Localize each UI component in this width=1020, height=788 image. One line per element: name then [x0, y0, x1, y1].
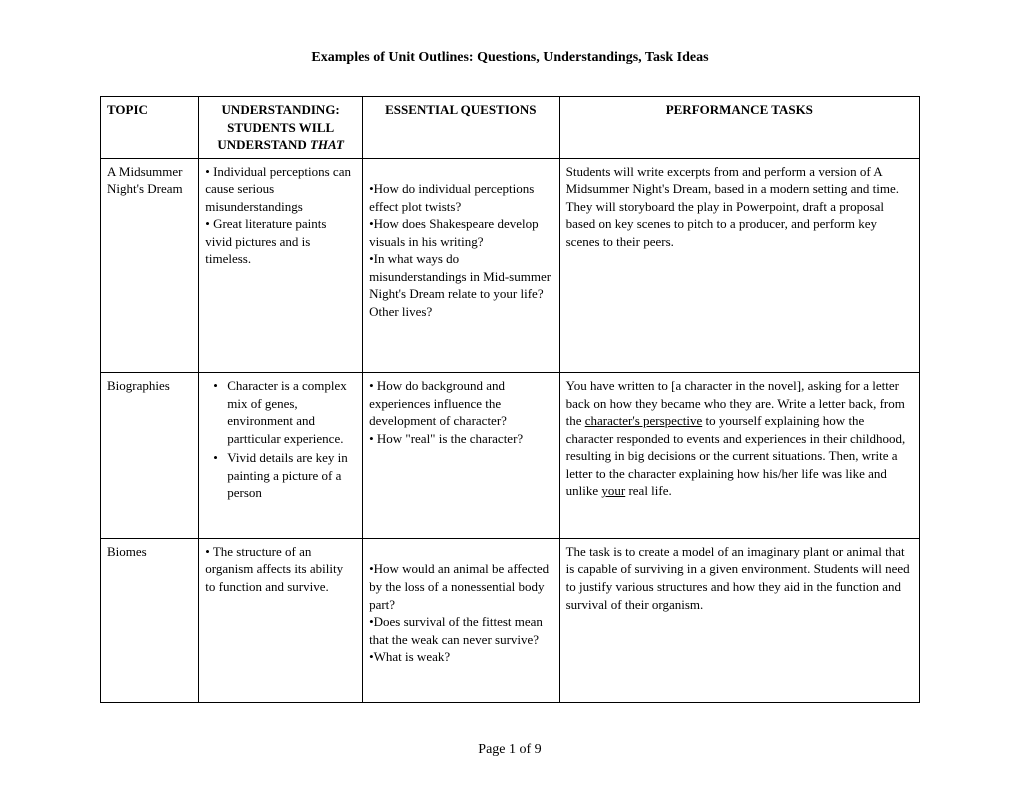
cell-tasks: The task is to create a model of an imag…: [559, 538, 919, 702]
header-understanding: UNDERSTANDING: STUDENTS WILL UNDERSTAND …: [199, 97, 363, 159]
cell-topic: A Midsummer Night's Dream: [101, 158, 199, 372]
cell-questions: •How do individual perceptions effect pl…: [363, 158, 560, 372]
cell-topic: Biomes: [101, 538, 199, 702]
cell-questions: •How would an animal be affected by the …: [363, 538, 560, 702]
cell-understanding: • Individual perceptions can cause serio…: [199, 158, 363, 372]
cell-understanding: Character is a complex mix of genes, env…: [199, 373, 363, 539]
header-questions: ESSENTIAL QUESTIONS: [363, 97, 560, 159]
header-tasks: PERFORMANCE TASKS: [559, 97, 919, 159]
cell-questions: • How do background and experiences infl…: [363, 373, 560, 539]
header-topic: TOPIC: [101, 97, 199, 159]
page-number: Page 1 of 9: [0, 742, 1020, 758]
cell-tasks: You have written to [a character in the …: [559, 373, 919, 539]
cell-understanding: • The structure of an organism affects i…: [199, 538, 363, 702]
table-header-row: TOPIC UNDERSTANDING: STUDENTS WILL UNDER…: [101, 97, 920, 159]
unit-outline-table: TOPIC UNDERSTANDING: STUDENTS WILL UNDER…: [100, 96, 920, 703]
table-row: Biomes • The structure of an organism af…: [101, 538, 920, 702]
cell-topic: Biographies: [101, 373, 199, 539]
page-title: Examples of Unit Outlines: Questions, Un…: [100, 50, 920, 66]
table-row: A Midsummer Night's Dream • Individual p…: [101, 158, 920, 372]
table-row: Biographies Character is a complex mix o…: [101, 373, 920, 539]
cell-tasks: Students will write excerpts from and pe…: [559, 158, 919, 372]
